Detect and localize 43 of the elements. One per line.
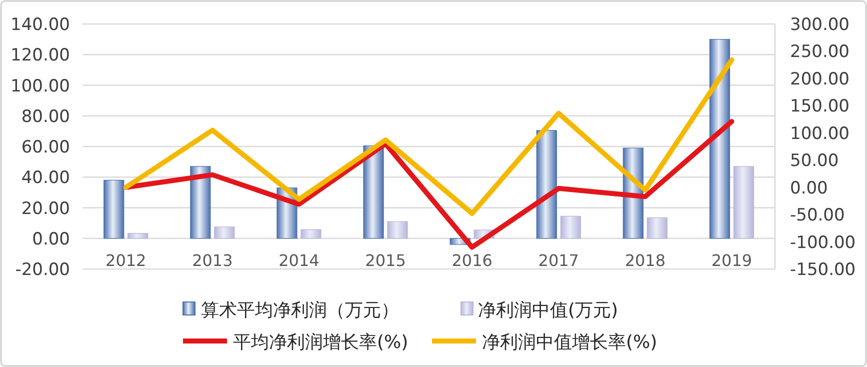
y-tick-label: 40.00: [21, 168, 70, 188]
x-tick-label: 2016: [452, 251, 492, 270]
bar: [560, 216, 581, 239]
y-tick-label: 120.00: [10, 46, 70, 66]
x-tick-label: 2014: [278, 251, 320, 270]
y2-tick-label: 250.00: [790, 42, 850, 62]
legend-label: 平均净利润增长率(%): [233, 332, 408, 353]
bar: [646, 217, 668, 239]
bar: [214, 226, 235, 239]
bar: [536, 130, 557, 239]
y2-tick-label: -50.00: [790, 206, 845, 226]
y2-tick-label: 50.00: [790, 151, 839, 172]
bar: [190, 166, 211, 239]
x-tick-label: 2019: [711, 251, 752, 270]
y-tick-label: 80.00: [21, 106, 70, 127]
y2-tick-label: -100.00: [790, 232, 856, 253]
x-tick-label: 2018: [624, 251, 666, 270]
bar: [709, 39, 730, 239]
y-tick-label: 140.00: [10, 15, 70, 35]
bar: [104, 180, 124, 239]
y2-tick-label: 0.00: [790, 178, 828, 198]
bar: [733, 166, 754, 239]
bar: [387, 221, 408, 239]
y2-tick-label: 100.00: [790, 124, 850, 144]
y-tick-label: 20.00: [21, 198, 70, 219]
legend-label: 净利润中值增长率(%): [482, 332, 658, 353]
y2-tick-label: 300.00: [790, 15, 850, 35]
y-tick-label: 0.00: [32, 229, 70, 250]
bar: [300, 229, 322, 239]
legend-label: 算术平均净利润（万元）: [201, 300, 399, 321]
y-tick-label: -20.00: [15, 260, 70, 280]
y2-tick-label: 200.00: [790, 69, 850, 90]
x-tick-label: 2015: [365, 251, 406, 270]
x-tick-label: 2013: [192, 251, 233, 270]
bar: [363, 145, 384, 239]
y2-tick-label: -150.00: [790, 260, 856, 280]
legend-label: 净利润中值(万元): [478, 300, 618, 321]
y-tick-label: 100.00: [10, 76, 70, 96]
x-tick-label: 2012: [106, 251, 146, 270]
x-tick-label: 2017: [538, 251, 579, 270]
bar: [128, 233, 148, 239]
y-tick-label: 60.00: [21, 138, 70, 158]
y2-tick-label: 150.00: [790, 96, 850, 117]
